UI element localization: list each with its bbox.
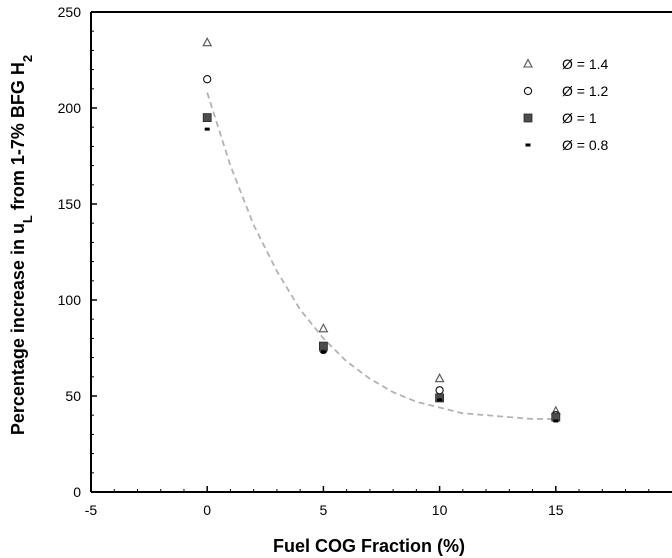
trendline-path	[206, 92, 556, 420]
x-tick-label: 15	[548, 502, 564, 518]
legend-marker	[523, 113, 533, 123]
legend-marker	[523, 86, 533, 96]
y-tick-label: 100	[58, 292, 82, 308]
y-tick-label: 250	[58, 4, 82, 20]
data-point-series-4	[437, 398, 443, 402]
legend-label: Ø = 1.2	[562, 83, 609, 99]
legend-marker	[523, 58, 533, 68]
data-point-series-2	[203, 75, 212, 84]
data-point-series-3	[202, 113, 212, 122]
y-tick-label: 200	[58, 100, 82, 116]
legend-label: Ø = 1	[562, 110, 597, 126]
x-axis-title: Fuel COG Fraction (%)	[273, 536, 465, 556]
data-points	[202, 37, 561, 423]
data-point-series-4	[553, 419, 559, 423]
y-tick-label: 0	[73, 484, 81, 500]
data-point-series-1	[202, 37, 213, 47]
x-tick-label: 5	[320, 502, 328, 518]
data-point-series-3	[318, 341, 328, 351]
x-tick-label: 0	[203, 502, 211, 518]
x-tick-label: 10	[432, 502, 448, 518]
legend: Ø = 1.4 Ø = 1.2 Ø = 1 Ø = 0.8	[523, 56, 609, 153]
data-point-series-4	[204, 127, 210, 131]
data-point-series-1	[434, 373, 445, 383]
data-point-series-3	[435, 393, 445, 403]
trendline	[206, 92, 556, 420]
y-tick-label: 150	[58, 196, 82, 212]
legend-marker	[525, 143, 531, 147]
data-point-series-4	[320, 350, 326, 354]
legend-label: Ø = 0.8	[562, 137, 609, 153]
y-axis-title: Percentage increase in uL from 1-7% BFG …	[8, 55, 35, 435]
legend-label: Ø = 1.4	[562, 56, 609, 72]
x-tick-label: -5	[85, 502, 98, 518]
y-tick-label: 50	[65, 388, 81, 404]
data-point-series-2	[435, 386, 444, 395]
data-point-series-1	[318, 323, 329, 333]
